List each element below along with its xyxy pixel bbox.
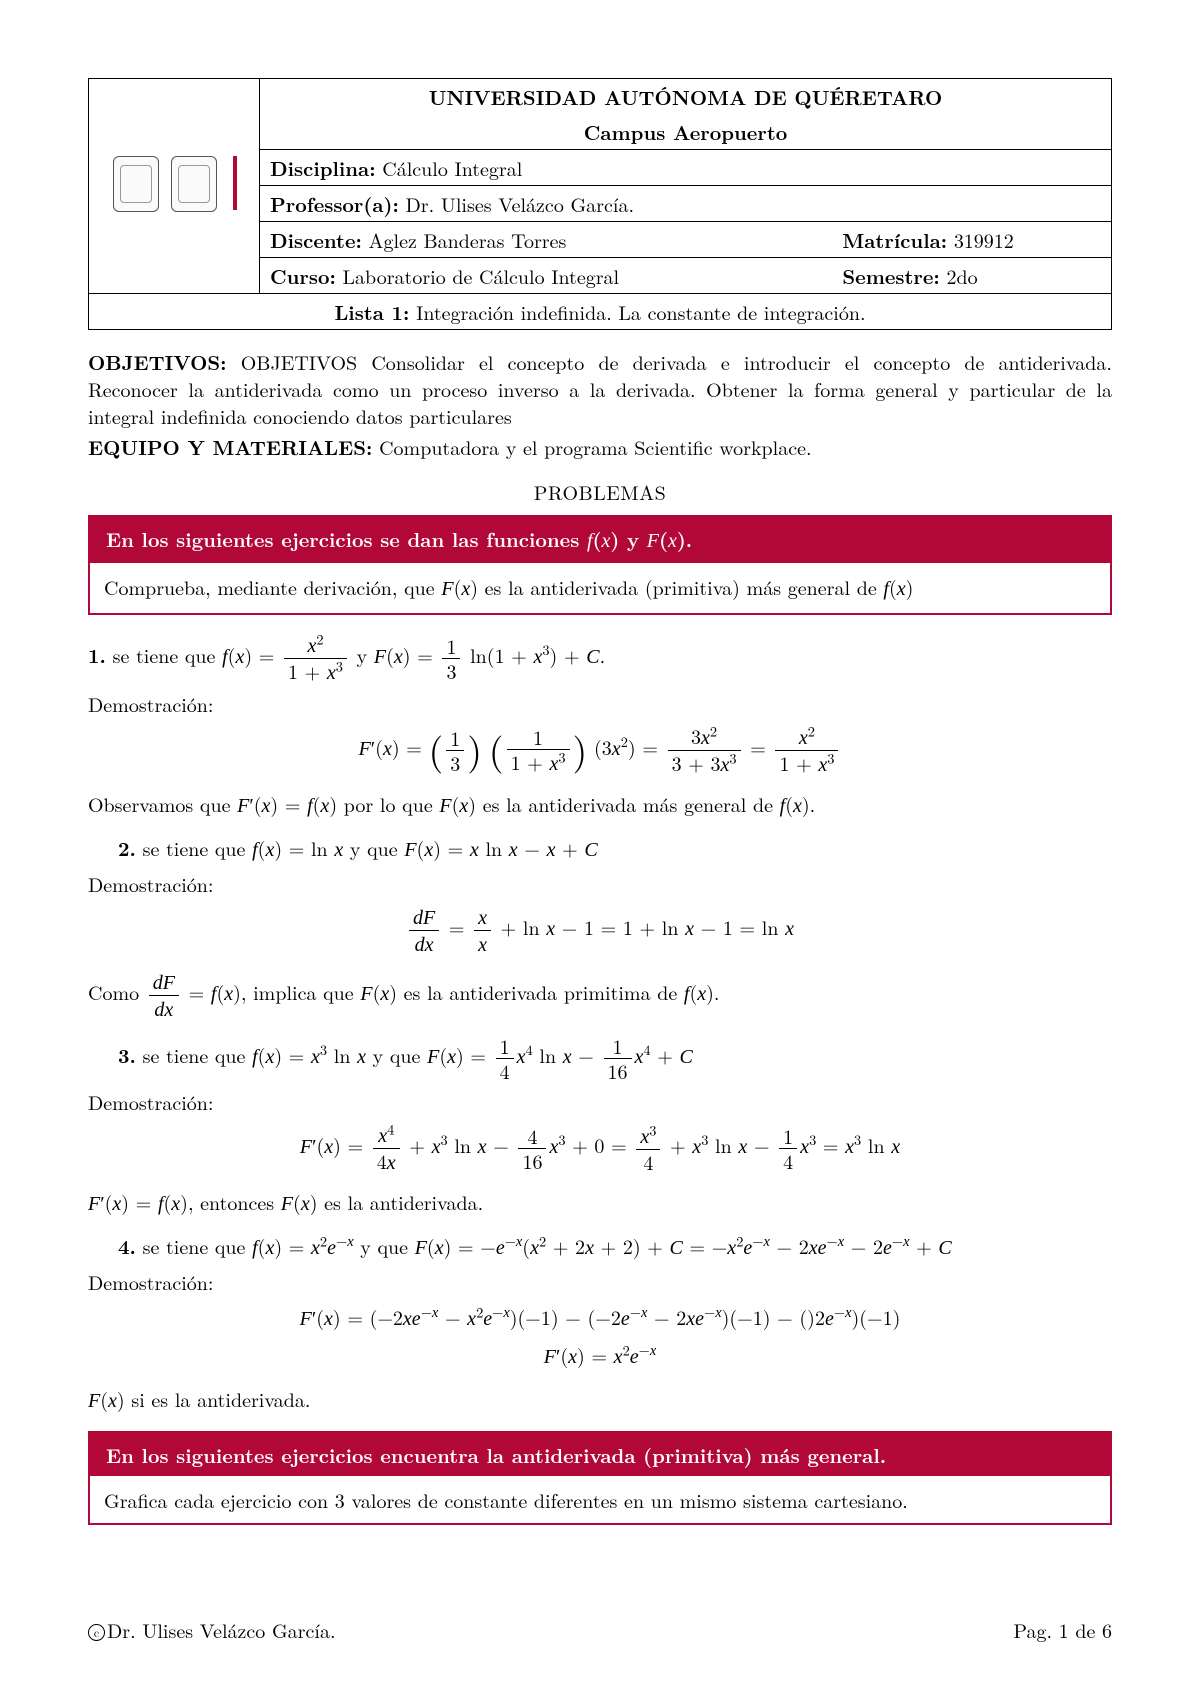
profesor-label: Professor(a): (270, 189, 399, 218)
p4-equation-2: F′(x) = x2e−x (88, 1341, 1112, 1371)
objetivos-text: OBJETIVOS Consolidar el concepto de deri… (88, 347, 1112, 430)
logo-cell (89, 79, 260, 294)
callout-1-head-a: En los siguientes ejercicios se dan las … (106, 524, 587, 553)
p4-demo-label: Demostración: (88, 1268, 1112, 1295)
campus-name: Campus Aeropuerto (260, 114, 1112, 150)
callout-1-head-b: y (619, 524, 646, 553)
curso-value: Laboratorio de Cálculo Integral (343, 261, 620, 290)
p3-tail-b: es la antiderivada. (318, 1187, 484, 1216)
p3-tail-a: , entonces (188, 1187, 281, 1216)
footer-page: Pag. 1 de 6 (1013, 1616, 1112, 1643)
callout-2: En los siguientes ejercicios encuentra l… (88, 1431, 1112, 1525)
problem-3: 3. se tiene que f(x) = x3 ln x y que F(x… (88, 1035, 1112, 1082)
callout-1: En los siguientes ejercicios se dan las … (88, 515, 1112, 615)
equipo-text: Computadora y el programa Scientific wor… (379, 432, 811, 461)
p2-equation: dFdx = xx + ln x − 1 = 1 + ln x − 1 = ln… (88, 905, 1112, 956)
semestre-label: Semestre: (842, 261, 939, 290)
university-logo-icon (113, 156, 159, 212)
profesor-value: Dr. Ulises Velázco García. (406, 189, 635, 218)
semestre-value: 2do (947, 261, 978, 290)
matricula-value: 319912 (954, 225, 1014, 254)
p1-obs-b: por lo que (337, 789, 439, 818)
p4-yque: y que (354, 1231, 415, 1260)
equipo-label: EQUIPO Y MATERIALES: (88, 432, 372, 461)
problem-1: 1. se tiene que f(x) = x21 + x3 y F(x) =… (88, 633, 1112, 684)
p1-obs-a: Observamos que (88, 789, 237, 818)
discente-cell: Discente: Aglez Banderas Torres (260, 222, 833, 258)
discente-value: Aglez Banderas Torres (369, 225, 567, 254)
p1-obs-c: es la antiderivada más general de (476, 789, 780, 818)
callout-2-body: Grafica cada ejercicio con 3 valores de … (90, 1476, 1110, 1523)
disciplina-value: Cálculo Integral (382, 153, 522, 182)
p2-intro: se tiene que (143, 833, 253, 862)
curso-label: Curso: (270, 261, 336, 290)
lista-value: Integración indefinida. La constante de … (416, 297, 865, 326)
callout-1-body: Comprueba, mediante derivación, que F(x)… (90, 563, 1110, 613)
p3-equation: F′(x) = x44x + x3 ln x − 416x3 + 0 = x34… (88, 1123, 1112, 1174)
footer-left: cDr. Ulises Velázco García. (88, 1616, 336, 1643)
copyright-icon: c (88, 1624, 105, 1641)
lista-label: Lista 1: (334, 297, 409, 326)
accent-bar-icon (233, 156, 237, 210)
p1-observation: Observamos que F′(x) = f(x) por lo que F… (88, 790, 1112, 820)
footer-author: Dr. Ulises Velázco García. (107, 1615, 336, 1644)
p4-conclusion: F(x) si es la antiderivada. (88, 1385, 1112, 1415)
p2-demo-label: Demostración: (88, 870, 1112, 897)
callout-1-body-a: Comprueba, mediante derivación, que (104, 572, 441, 601)
p2-conclusion: Como dFdx = f(x), implica que F(x) es la… (88, 970, 1112, 1021)
university-name: UNIVERSIDAD AUTÓNOMA DE QUÉRETARO (260, 79, 1112, 115)
equipo-paragraph: EQUIPO Y MATERIALES: Computadora y el pr… (88, 433, 1112, 460)
p2-impl: , implica que (241, 977, 360, 1006)
p2-como: Como (88, 977, 146, 1006)
profesor-row: Professor(a): Dr. Ulises Velázco García. (260, 186, 1112, 222)
p3-conclusion: F′(x) = f(x), entonces F(x) es la antide… (88, 1188, 1112, 1218)
p4-equation-1: F′(x) = (−2xe−x − x2e−x)(−1) − (−2e−x − … (88, 1303, 1112, 1333)
callout-1-body-b: es la antiderivada (primitiva) más gener… (478, 572, 883, 601)
p1-equation: F′(x) = (13) (11 + x3) (3x2) = 3x23 + 3x… (88, 725, 1112, 776)
curso-cell: Curso: Laboratorio de Cálculo Integral (260, 258, 833, 294)
p2-tail: es la antiderivada primitima de (397, 977, 684, 1006)
p4-tail: si es la antiderivada. (125, 1384, 311, 1413)
objetivos-label: OBJETIVOS: (88, 347, 227, 376)
callout-2-head: En los siguientes ejercicios encuentra l… (90, 1433, 1110, 1476)
faculty-logo-icon (171, 156, 217, 212)
p3-demo-label: Demostración: (88, 1088, 1112, 1115)
p1-demo-label: Demostración: (88, 690, 1112, 717)
objetivos-paragraph: OBJETIVOS: OBJETIVOS Consolidar el conce… (88, 348, 1112, 429)
matricula-label: Matrícula: (842, 225, 947, 254)
semestre-cell: Semestre: 2do (832, 258, 1111, 294)
disciplina-label: Disciplina: (270, 153, 376, 182)
callout-1-head: En los siguientes ejercicios se dan las … (90, 517, 1110, 563)
problem-2: 2. se tiene que f(x) = ln x y que F(x) =… (88, 834, 1112, 864)
p4-intro: se tiene que (143, 1231, 253, 1260)
p1-y: y (357, 640, 374, 669)
page-footer: cDr. Ulises Velázco García. Pag. 1 de 6 (88, 1616, 1112, 1643)
discente-label: Discente: (270, 225, 362, 254)
header-table: UNIVERSIDAD AUTÓNOMA DE QUÉRETARO Campus… (88, 78, 1112, 330)
disciplina-row: Disciplina: Cálculo Integral (260, 150, 1112, 186)
problemas-title: PROBLEMAS (88, 478, 1112, 505)
p2-yque: y que (343, 833, 404, 862)
lista-cell: Lista 1: Integración indefinida. La cons… (89, 294, 1112, 330)
p1-intro: se tiene que (113, 640, 223, 669)
problem-4: 4. se tiene que f(x) = x2e−x y que F(x) … (88, 1232, 1112, 1262)
p3-yque: y que (366, 1040, 427, 1069)
matricula-cell: Matrícula: 319912 (832, 222, 1111, 258)
page: UNIVERSIDAD AUTÓNOMA DE QUÉRETARO Campus… (0, 0, 1200, 1697)
p3-intro: se tiene que (143, 1040, 253, 1069)
